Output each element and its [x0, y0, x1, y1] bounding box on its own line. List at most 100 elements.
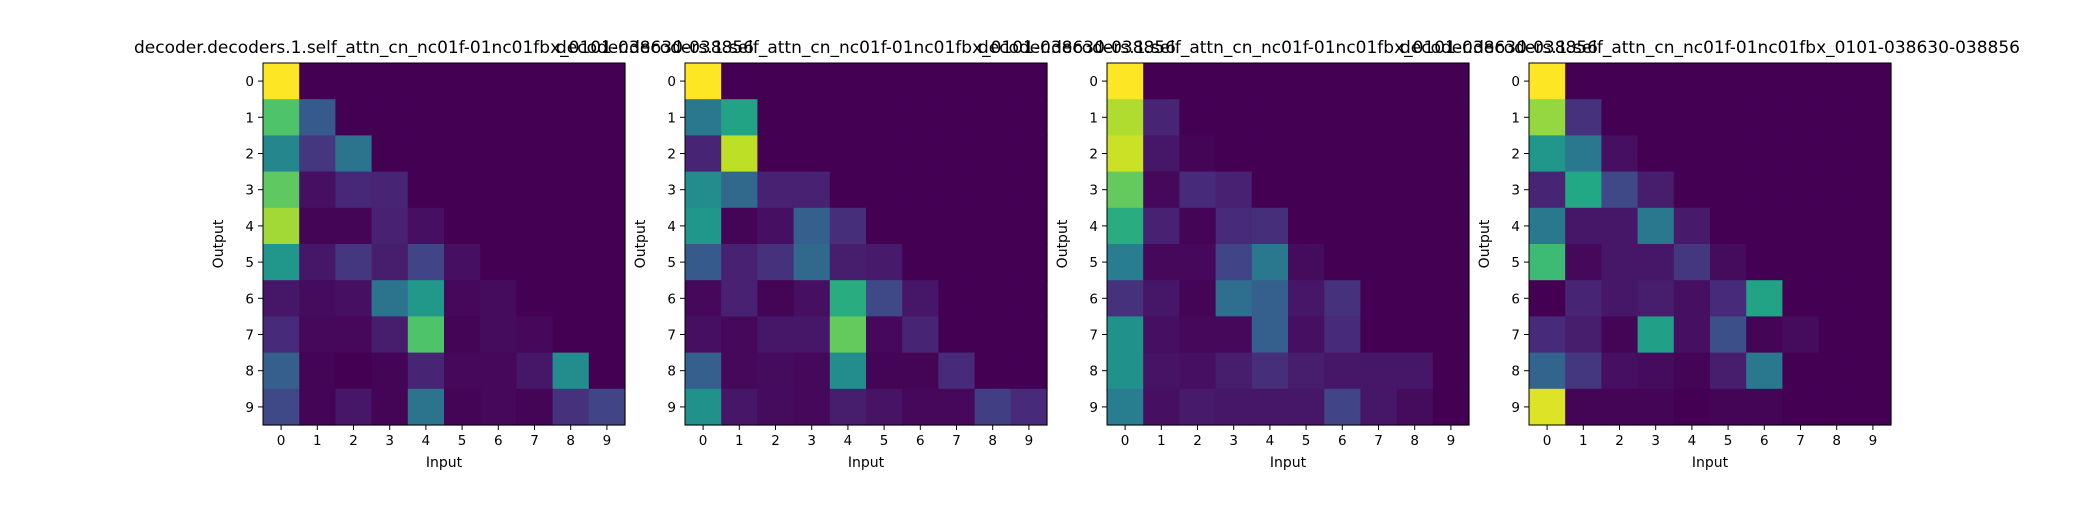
heatmap-cell-r5-c4: [407, 244, 445, 281]
heatmap-cell-r1-c6: [1746, 99, 1783, 136]
x-tick-label: 0: [699, 433, 708, 449]
heatmap-cell-r6-c3: [371, 280, 409, 317]
heatmap-cell-r9-c6: [480, 388, 517, 426]
heatmap-cell-r2-c4: [1673, 135, 1711, 173]
heatmap-cell-r5-c3: [1637, 244, 1675, 281]
heatmap-cell-r0-c1: [721, 63, 758, 100]
heatmap-cell-r5-c4: [829, 244, 867, 281]
heatmap-cell-r2-c2: [1601, 135, 1639, 173]
heatmap-cell-r9-c6: [1746, 388, 1783, 426]
axes-frame: [262, 62, 626, 426]
heatmap-cell-r8-c4: [829, 352, 867, 390]
heatmap-cell-r2-c3: [1215, 135, 1253, 173]
heatmap-cell-r1-c3: [371, 99, 409, 136]
y-tick-label: 7: [1089, 328, 1098, 344]
heatmap-cell-r2-c7: [938, 135, 976, 173]
heatmap-cell-r8-c0: [263, 352, 300, 390]
heatmap-cell-r8-c1: [1565, 352, 1602, 390]
y-tick-label: 2: [245, 147, 254, 163]
heatmap-cell-r7-c6: [1324, 316, 1361, 354]
heatmap-cell-r6-c6: [480, 280, 517, 317]
heatmap-cell-r4-c9: [1432, 207, 1470, 245]
heatmap-cell-r6-c9: [588, 280, 626, 317]
x-tick-label: 8: [1410, 433, 1419, 449]
heatmap-cell-r5-c4: [1251, 244, 1289, 281]
heatmap-cell-r6-c0: [1107, 280, 1144, 317]
heatmap-cell-r4-c3: [371, 207, 409, 245]
heatmap-cell-r2-c0: [263, 135, 300, 173]
heatmap-cell-r3-c6: [480, 171, 517, 209]
y-tick-label: 8: [245, 364, 254, 380]
chart-title: decoder.decoders.1.self_attn_cn_nc01f-01…: [134, 38, 754, 58]
heatmap-cell-r6-c1: [299, 280, 336, 317]
heatmap-cell-r8-c6: [480, 352, 517, 390]
heatmap-cell-r7-c5: [1710, 316, 1747, 354]
heatmap-cell-r8-c6: [902, 352, 939, 390]
x-axis-label: Input: [426, 455, 463, 471]
heatmap-cell-r0-c9: [1432, 63, 1470, 100]
y-tick-label: 4: [1089, 219, 1098, 235]
heatmap-cell-r4-c5: [1288, 207, 1325, 245]
heatmap-cell-r6-c8: [552, 280, 590, 317]
heatmap-cell-r0-c3: [371, 63, 409, 100]
heatmap-cell-r9-c2: [757, 388, 795, 426]
heatmap-cell-r9-c9: [588, 388, 626, 426]
heatmap-cell-r5-c9: [588, 244, 626, 281]
heatmap-cell-r0-c1: [1143, 63, 1180, 100]
heatmap-cell-r7-c1: [299, 316, 336, 354]
y-tick-label: 1: [667, 110, 676, 126]
heatmap-cell-r8-c3: [371, 352, 409, 390]
heatmap-cell-r7-c6: [1746, 316, 1783, 354]
heatmap-cell-r7-c6: [480, 316, 517, 354]
heatmap-cell-r0-c2: [1601, 63, 1639, 100]
y-tick-label: 6: [245, 291, 254, 307]
y-tick-label: 3: [1511, 183, 1520, 199]
heatmap-cell-r9-c2: [1601, 388, 1639, 426]
heatmap-cell-r3-c1: [299, 171, 336, 209]
heatmap-cell-r6-c0: [685, 280, 722, 317]
heatmap-cell-r4-c4: [829, 207, 867, 245]
y-tick-label: 2: [1511, 147, 1520, 163]
heatmap-cell-r6-c7: [516, 280, 554, 317]
x-tick-label: 5: [1302, 433, 1311, 449]
axes-frame: [1528, 62, 1892, 426]
heatmap-cell-r1-c7: [516, 99, 554, 136]
heatmap-cell-r1-c2: [757, 99, 795, 136]
heatmap-cell-r9-c9: [1854, 388, 1892, 426]
heatmap-cell-r9-c6: [902, 388, 939, 426]
x-tick-label: 7: [952, 433, 961, 449]
heatmap-cell-r5-c2: [1179, 244, 1217, 281]
heatmap-cell-r3-c5: [1710, 171, 1747, 209]
heatmap-cell-r9-c1: [1143, 388, 1180, 426]
heatmap-cell-r4-c6: [1746, 207, 1783, 245]
heatmap-cell-r2-c1: [1143, 135, 1180, 173]
y-tick-label: 0: [1511, 74, 1520, 90]
heatmap-cell-r1-c9: [1432, 99, 1470, 136]
x-tick-label: 4: [422, 433, 431, 449]
heatmap-cell-r0-c2: [335, 63, 373, 100]
heatmap-cell-r4-c5: [444, 207, 481, 245]
y-tick-label: 2: [1089, 147, 1098, 163]
heatmap-cell-r4-c1: [1565, 207, 1602, 245]
heatmap-cell-r8-c3: [793, 352, 831, 390]
heatmap-cell-r6-c8: [1396, 280, 1434, 317]
heatmap-cell-r7-c7: [1782, 316, 1820, 354]
heatmap-cell-r6-c0: [1529, 280, 1566, 317]
heatmap-cell-r3-c6: [902, 171, 939, 209]
heatmap-cell-r1-c4: [407, 99, 445, 136]
heatmap-cell-r3-c8: [1818, 171, 1856, 209]
x-tick-label: 1: [735, 433, 744, 449]
heatmap-cell-r7-c3: [793, 316, 831, 354]
x-tick-label: 3: [385, 433, 394, 449]
heatmap-cell-r6-c2: [1179, 280, 1217, 317]
heatmap-cell-r2-c6: [480, 135, 517, 173]
heatmap-cell-r6-c2: [757, 280, 795, 317]
heatmap-cell-r3-c6: [1746, 171, 1783, 209]
heatmap-cell-r8-c5: [1710, 352, 1747, 390]
heatmap-cell-r7-c9: [1010, 316, 1048, 354]
heatmap-cell-r4-c1: [1143, 207, 1180, 245]
heatmap-cell-r8-c8: [1396, 352, 1434, 390]
heatmap-cell-r7-c9: [588, 316, 626, 354]
heatmap-cell-r2-c9: [1432, 135, 1470, 173]
heatmap-cell-r9-c6: [1324, 388, 1361, 426]
